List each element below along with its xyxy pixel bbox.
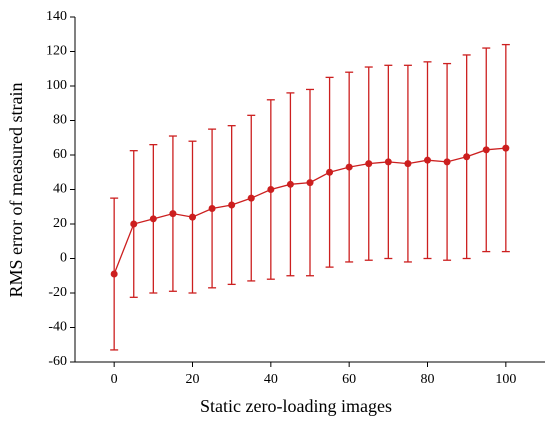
point bbox=[208, 204, 216, 212]
x-tick-label: 20 bbox=[186, 372, 200, 387]
x-tick-label: 100 bbox=[495, 372, 516, 387]
point bbox=[443, 158, 451, 166]
x-tick-label: 80 bbox=[421, 372, 435, 387]
point bbox=[424, 156, 431, 164]
point bbox=[384, 158, 392, 166]
y-tick-label: 80 bbox=[53, 113, 67, 128]
point bbox=[482, 146, 490, 154]
point bbox=[345, 163, 353, 171]
y-axis-label: RMS error of measured strain bbox=[6, 83, 26, 298]
point bbox=[326, 168, 334, 176]
point bbox=[130, 220, 138, 228]
y-tick-label: -40 bbox=[48, 320, 67, 335]
y-tick-label: 60 bbox=[53, 147, 67, 162]
x-tick-label: 40 bbox=[264, 372, 278, 387]
point bbox=[365, 160, 373, 168]
point bbox=[189, 213, 196, 221]
y-tick-label: 140 bbox=[46, 9, 67, 24]
y-tick-label: -20 bbox=[48, 285, 67, 300]
point bbox=[306, 179, 314, 187]
point bbox=[110, 270, 118, 278]
x-tick-label: 60 bbox=[342, 372, 356, 387]
point bbox=[247, 194, 255, 202]
y-tick-label: -60 bbox=[48, 354, 67, 369]
point bbox=[149, 215, 157, 223]
y-tick-label: 120 bbox=[46, 44, 67, 59]
y-tick-label: 40 bbox=[53, 182, 67, 197]
point bbox=[267, 186, 275, 193]
point bbox=[286, 180, 294, 188]
y-tick-label: 0 bbox=[60, 251, 67, 266]
point bbox=[169, 210, 177, 218]
point bbox=[463, 153, 471, 161]
point bbox=[228, 201, 236, 209]
y-tick-label: 20 bbox=[53, 216, 67, 231]
x-tick-label: 0 bbox=[111, 372, 118, 387]
y-tick-label: 100 bbox=[46, 78, 67, 93]
point bbox=[502, 144, 510, 152]
point bbox=[404, 160, 412, 168]
x-axis-label: Static zero-loading images bbox=[200, 396, 392, 416]
